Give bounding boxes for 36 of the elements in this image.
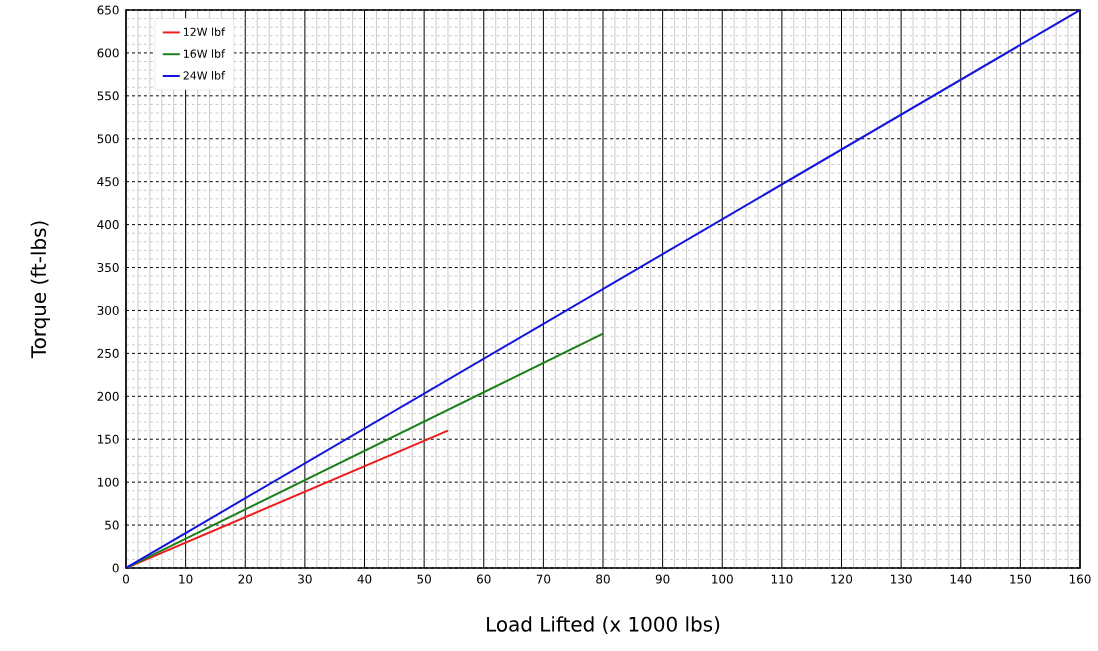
legend-label: 16W lbf bbox=[183, 49, 226, 58]
x-tick-label: 160 bbox=[1069, 574, 1091, 584]
x-tick-label: 50 bbox=[417, 574, 431, 584]
x-tick-label: 130 bbox=[891, 574, 912, 584]
x-axis-title: Load Lifted (x 1000 lbs) bbox=[487, 616, 720, 635]
y-tick-label: 500 bbox=[97, 134, 119, 144]
y-tick-label: 650 bbox=[97, 5, 119, 15]
x-tick-label: 120 bbox=[831, 574, 853, 584]
x-tick-label: 10 bbox=[179, 574, 193, 584]
y-tick-label: 200 bbox=[97, 391, 119, 401]
y-tick-label: 400 bbox=[97, 220, 119, 230]
y-tick-label: 250 bbox=[97, 348, 119, 358]
x-tick-label: 70 bbox=[536, 574, 551, 584]
x-tick-label: 0 bbox=[122, 574, 130, 584]
y-tick-label: 300 bbox=[97, 305, 119, 315]
x-tick-label: 140 bbox=[950, 574, 972, 584]
y-axis-title: Torque (ft-lbs) bbox=[30, 221, 50, 359]
x-tick-label: 40 bbox=[357, 574, 372, 584]
x-tick-label: 100 bbox=[712, 574, 733, 584]
legend-label: 24W lbf bbox=[183, 71, 226, 80]
x-tick-label: 110 bbox=[771, 574, 793, 584]
y-tick-label: 550 bbox=[97, 91, 119, 101]
x-tick-label: 30 bbox=[298, 574, 312, 584]
x-tick-label: 150 bbox=[1010, 574, 1031, 584]
y-tick-label: 450 bbox=[97, 177, 119, 187]
y-tick-label: 0 bbox=[112, 563, 119, 573]
y-tick-label: 100 bbox=[97, 477, 119, 487]
y-tick-label: 350 bbox=[97, 263, 119, 273]
y-tick-label: 50 bbox=[105, 520, 119, 530]
x-tick-label: 20 bbox=[238, 574, 253, 584]
y-tick-label: 600 bbox=[97, 48, 119, 58]
legend-label: 12W lbf bbox=[183, 27, 226, 37]
x-tick-label: 60 bbox=[476, 574, 491, 584]
x-tick-label: 80 bbox=[596, 574, 610, 584]
x-tick-label: 90 bbox=[655, 574, 670, 584]
y-tick-label: 150 bbox=[97, 434, 119, 444]
